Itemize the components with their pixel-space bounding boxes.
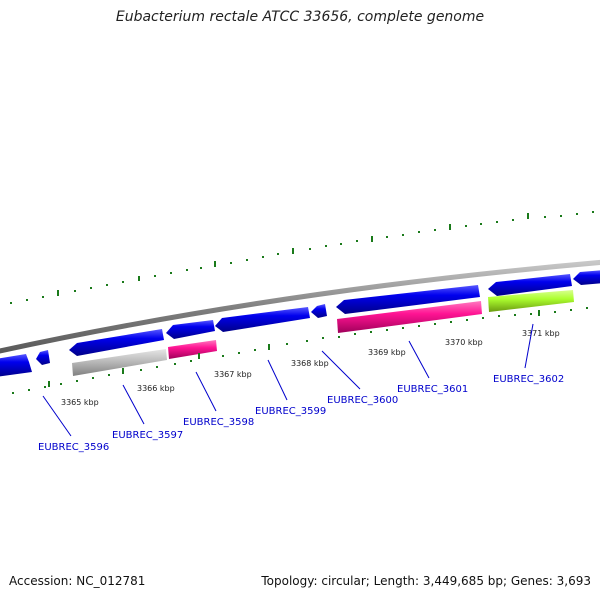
tick-label-3367: 3367 kbp — [214, 370, 252, 379]
gene-EUBREC_3598[interactable] — [168, 340, 217, 359]
gene-arrow[interactable] — [0, 354, 32, 377]
gene-arrow[interactable] — [36, 350, 50, 365]
outer-tick-track — [10, 211, 594, 304]
gene-EUBREC_3602[interactable] — [488, 290, 574, 312]
tick-labels: 3365 kbp 3366 kbp 3367 kbp 3368 kbp 3369… — [61, 329, 560, 407]
locus-label-EUBREC_3601[interactable]: EUBREC_3601 — [397, 384, 468, 395]
gene-EUBREC_3597[interactable] — [72, 349, 167, 376]
tick-label-3368: 3368 kbp — [291, 359, 329, 368]
gene-arrow[interactable] — [311, 304, 327, 318]
locus-label-EUBREC_3602[interactable]: EUBREC_3602 — [493, 374, 564, 385]
locus-labels: EUBREC_3596 EUBREC_3597 EUBREC_3598 EUBR… — [38, 374, 564, 453]
tick-label-3370: 3370 kbp — [445, 338, 483, 347]
gene-arrow[interactable] — [215, 307, 310, 332]
tick-label-3365: 3365 kbp — [61, 398, 99, 407]
gene-arrow[interactable] — [488, 274, 572, 296]
gene-arrow[interactable] — [69, 329, 164, 356]
gene-features — [0, 270, 600, 377]
locus-label-EUBREC_3599[interactable]: EUBREC_3599 — [255, 406, 326, 417]
tick-label-3371: 3371 kbp — [522, 329, 560, 338]
tick-label-3369: 3369 kbp — [368, 348, 406, 357]
gene-arrow[interactable] — [573, 270, 600, 285]
locus-label-EUBREC_3596[interactable]: EUBREC_3596 — [38, 442, 109, 453]
gene-arrow[interactable] — [336, 285, 480, 314]
map-title: Eubacterium rectale ATCC 33656, complete… — [115, 9, 485, 25]
locus-label-EUBREC_3598[interactable]: EUBREC_3598 — [183, 417, 254, 428]
label-leaders — [42, 323, 534, 437]
locus-label-EUBREC_3597[interactable]: EUBREC_3597 — [112, 430, 183, 441]
inner-tick-track — [12, 307, 588, 394]
gene-arrow[interactable] — [166, 320, 215, 339]
gene-EUBREC_3601[interactable] — [337, 301, 482, 333]
accession-text: Accession: NC_012781 — [9, 574, 146, 588]
tick-label-3366: 3366 kbp — [137, 384, 175, 393]
genome-summary-text: Topology: circular; Length: 3,449,685 bp… — [261, 574, 591, 588]
genome-backbone — [0, 259, 600, 354]
locus-label-EUBREC_3600[interactable]: EUBREC_3600 — [327, 395, 398, 406]
